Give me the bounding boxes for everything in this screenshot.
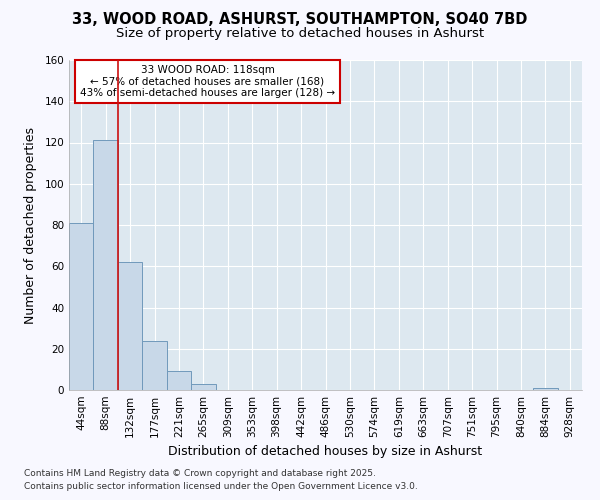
Bar <box>142 340 167 390</box>
Bar <box>167 372 191 390</box>
Bar <box>533 388 557 390</box>
Y-axis label: Number of detached properties: Number of detached properties <box>25 126 37 324</box>
Bar <box>69 223 94 390</box>
Text: Contains HM Land Registry data © Crown copyright and database right 2025.: Contains HM Land Registry data © Crown c… <box>24 468 376 477</box>
X-axis label: Distribution of detached houses by size in Ashurst: Distribution of detached houses by size … <box>169 446 482 458</box>
Text: 33 WOOD ROAD: 118sqm
← 57% of detached houses are smaller (168)
43% of semi-deta: 33 WOOD ROAD: 118sqm ← 57% of detached h… <box>80 65 335 98</box>
Text: Contains public sector information licensed under the Open Government Licence v3: Contains public sector information licen… <box>24 482 418 491</box>
Bar <box>118 262 142 390</box>
Text: 33, WOOD ROAD, ASHURST, SOUTHAMPTON, SO40 7BD: 33, WOOD ROAD, ASHURST, SOUTHAMPTON, SO4… <box>73 12 527 28</box>
Bar <box>191 384 215 390</box>
Text: Size of property relative to detached houses in Ashurst: Size of property relative to detached ho… <box>116 28 484 40</box>
Bar <box>94 140 118 390</box>
